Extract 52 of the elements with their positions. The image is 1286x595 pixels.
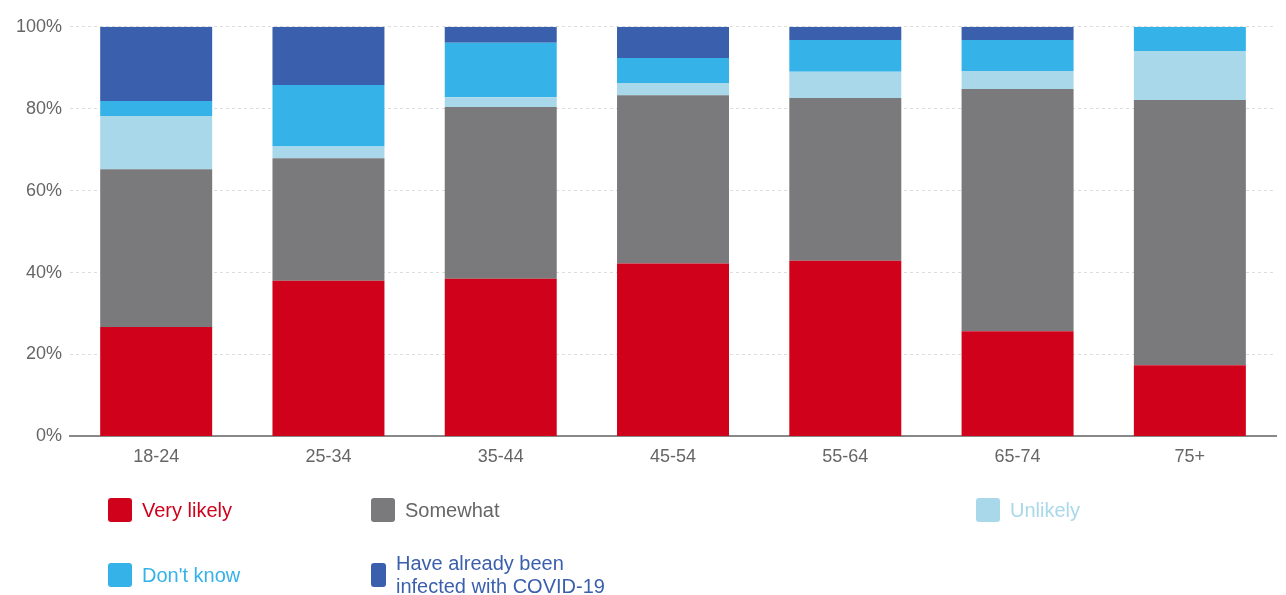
legend-label: Have already been infected with COVID-19	[395, 552, 606, 595]
bar	[444, 26, 557, 43]
y-tick-label: 20%	[26, 343, 63, 364]
bar	[444, 97, 557, 108]
bar	[100, 26, 213, 101]
bar	[789, 39, 902, 72]
bar	[100, 169, 213, 328]
bar	[961, 26, 1074, 40]
bar	[1133, 26, 1246, 51]
bar	[444, 278, 557, 436]
y-tick-label: 100%	[15, 15, 63, 36]
bar	[789, 98, 902, 261]
bar	[100, 116, 213, 170]
legend-label: Very likely	[142, 498, 233, 522]
bar	[789, 260, 902, 436]
y-tick-label: 60%	[26, 179, 63, 200]
bar	[272, 84, 385, 147]
x-tick-label: 45-54	[650, 446, 697, 467]
bar	[444, 107, 557, 279]
y-tick-label: 0%	[36, 425, 63, 446]
x-tick-label: 35-44	[477, 446, 524, 467]
bar	[100, 100, 213, 117]
x-tick-label: 65-74	[994, 446, 1041, 467]
legend-label: Unlikely	[1010, 498, 1081, 522]
bar	[617, 82, 730, 96]
bar	[617, 57, 730, 83]
bar	[617, 95, 730, 264]
y-tick-label: 40%	[26, 261, 63, 282]
bar	[100, 327, 213, 436]
bar	[617, 263, 730, 436]
bar	[961, 89, 1074, 332]
x-tick-label: 75+	[1174, 446, 1206, 467]
bar	[272, 26, 385, 85]
legend-label: Somewhat	[405, 498, 500, 522]
x-tick-label: 18-24	[133, 446, 180, 467]
y-tick-label: 80%	[26, 97, 63, 118]
legend-label: Don't know	[142, 563, 241, 587]
bar	[789, 26, 902, 40]
bar	[272, 158, 385, 281]
bar	[272, 280, 385, 436]
x-tick-label: 55-64	[822, 446, 869, 467]
bar	[961, 39, 1074, 72]
bar	[789, 71, 902, 99]
bar	[1133, 50, 1246, 101]
bar	[617, 26, 730, 58]
x-tick-label: 25-34	[305, 446, 352, 467]
bar	[961, 331, 1074, 436]
bar	[1133, 365, 1246, 436]
bar	[961, 71, 1074, 90]
bar	[272, 146, 385, 159]
bar	[444, 42, 557, 98]
bar	[1133, 100, 1246, 366]
